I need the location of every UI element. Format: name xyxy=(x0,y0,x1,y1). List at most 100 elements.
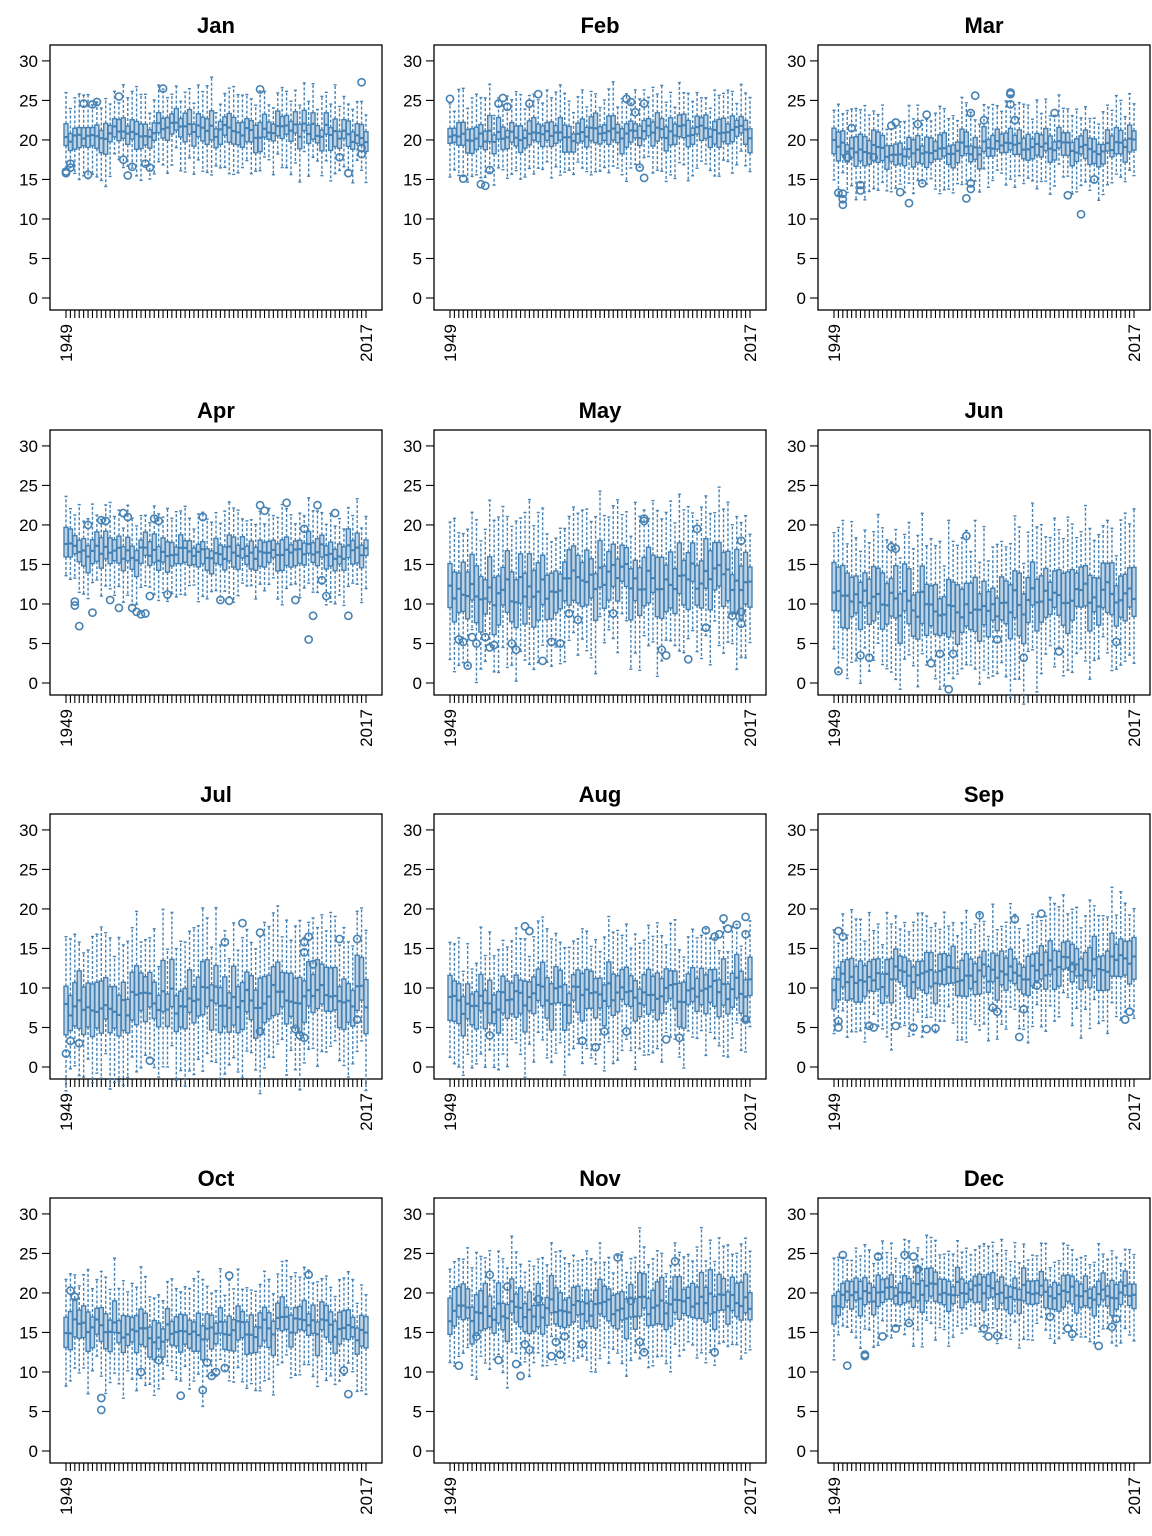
box-body xyxy=(72,534,78,555)
box-body xyxy=(478,973,484,1012)
outlier-point xyxy=(255,500,265,510)
box-body xyxy=(226,534,232,562)
box-1970 xyxy=(155,513,162,602)
y-tick-label: 30 xyxy=(19,437,38,456)
box-1988 xyxy=(1003,546,1009,678)
panel-title: Mar xyxy=(964,13,1004,38)
box-body xyxy=(248,540,254,570)
box-2014 xyxy=(734,923,740,1024)
box-body xyxy=(1021,593,1027,645)
box-1997 xyxy=(275,92,281,155)
box-1955 xyxy=(473,93,480,176)
box-body xyxy=(297,539,303,565)
outlier-point xyxy=(591,1042,600,1052)
box-body xyxy=(1043,567,1049,619)
box-2000 xyxy=(288,100,294,176)
outlier-point xyxy=(1063,190,1073,200)
box-body xyxy=(597,126,603,145)
box-1954 xyxy=(469,511,475,631)
box-body xyxy=(142,531,149,557)
box-1984 xyxy=(217,944,224,1080)
box-1997 xyxy=(659,934,665,1063)
box-2006 xyxy=(1082,504,1089,662)
box-body xyxy=(570,545,577,602)
box-1977 xyxy=(186,930,193,1072)
box-body xyxy=(186,540,193,567)
box-1996 xyxy=(270,514,277,579)
box-1979 xyxy=(195,513,202,603)
x-tick-label: 1949 xyxy=(441,709,460,747)
box-2009 xyxy=(328,512,334,603)
box-1976 xyxy=(182,941,188,1087)
box-body xyxy=(694,977,700,1013)
outlier-point xyxy=(458,174,468,184)
x-tick-label: 2017 xyxy=(1125,709,1144,747)
box-body xyxy=(941,132,947,157)
box-2016 xyxy=(358,100,365,171)
box-body xyxy=(848,576,855,618)
panel-may: May 0 5 10 15 20 25 30 1949 2017 xyxy=(403,398,767,747)
box-body xyxy=(310,542,316,564)
box-2000 xyxy=(672,106,678,180)
box-1994 xyxy=(1029,118,1036,182)
box-body xyxy=(182,987,188,1030)
box-body xyxy=(1056,126,1062,149)
y-tick-label: 10 xyxy=(19,979,38,998)
outlier-point xyxy=(291,1024,300,1034)
box-1976 xyxy=(566,946,572,1056)
box-2008 xyxy=(707,937,713,1034)
x-tick-label: 1949 xyxy=(441,324,460,362)
box-body xyxy=(963,131,970,155)
box-2016 xyxy=(358,527,365,604)
y-tick-label: 0 xyxy=(413,289,422,308)
box-1964 xyxy=(513,520,519,682)
box-1970 xyxy=(539,507,546,646)
box-1950 xyxy=(67,107,74,173)
box-body xyxy=(1038,575,1045,623)
box-1959 xyxy=(107,103,113,178)
box-body xyxy=(562,561,568,602)
box-2013 xyxy=(345,506,352,588)
box-2004 xyxy=(1073,536,1080,655)
box-body xyxy=(239,536,246,559)
outlier-point xyxy=(533,89,543,99)
box-body xyxy=(676,982,683,1028)
panel-title: Aug xyxy=(579,782,622,807)
box-2016 xyxy=(742,515,749,659)
y-tick-label: 10 xyxy=(403,210,422,229)
box-1998 xyxy=(279,503,285,606)
box-2004 xyxy=(305,100,312,177)
box-2015 xyxy=(738,945,744,1051)
box-body xyxy=(191,986,197,1024)
outlier-point xyxy=(299,1033,309,1043)
y-tick-label: 30 xyxy=(403,52,422,71)
box-2008 xyxy=(323,523,329,606)
box-body xyxy=(345,982,352,1023)
x-tick-label: 2017 xyxy=(741,1093,760,1131)
outlier-point xyxy=(343,168,353,178)
box-1961 xyxy=(116,509,122,588)
box-body xyxy=(160,537,166,563)
box-2006 xyxy=(314,108,321,162)
box-2006 xyxy=(698,97,705,162)
box-body xyxy=(200,540,206,565)
x-tick-label: 2017 xyxy=(741,324,760,362)
box-1984 xyxy=(217,103,224,169)
box-1972 xyxy=(164,948,171,1068)
box-body xyxy=(575,969,581,1014)
box-1953 xyxy=(464,107,471,183)
box-2001 xyxy=(676,493,683,652)
box-1956 xyxy=(94,514,100,581)
box-1996 xyxy=(1038,112,1045,183)
box-2003 xyxy=(685,92,691,182)
box-body xyxy=(685,552,691,611)
box-1983 xyxy=(597,950,603,1046)
box-body xyxy=(72,981,78,1027)
box-1973 xyxy=(169,93,175,166)
outlier-point xyxy=(661,650,671,660)
y-tick-label: 25 xyxy=(19,860,38,879)
box-body xyxy=(1029,561,1036,606)
box-body xyxy=(332,118,338,148)
box-1981 xyxy=(972,519,978,670)
box-1994 xyxy=(645,924,652,1056)
